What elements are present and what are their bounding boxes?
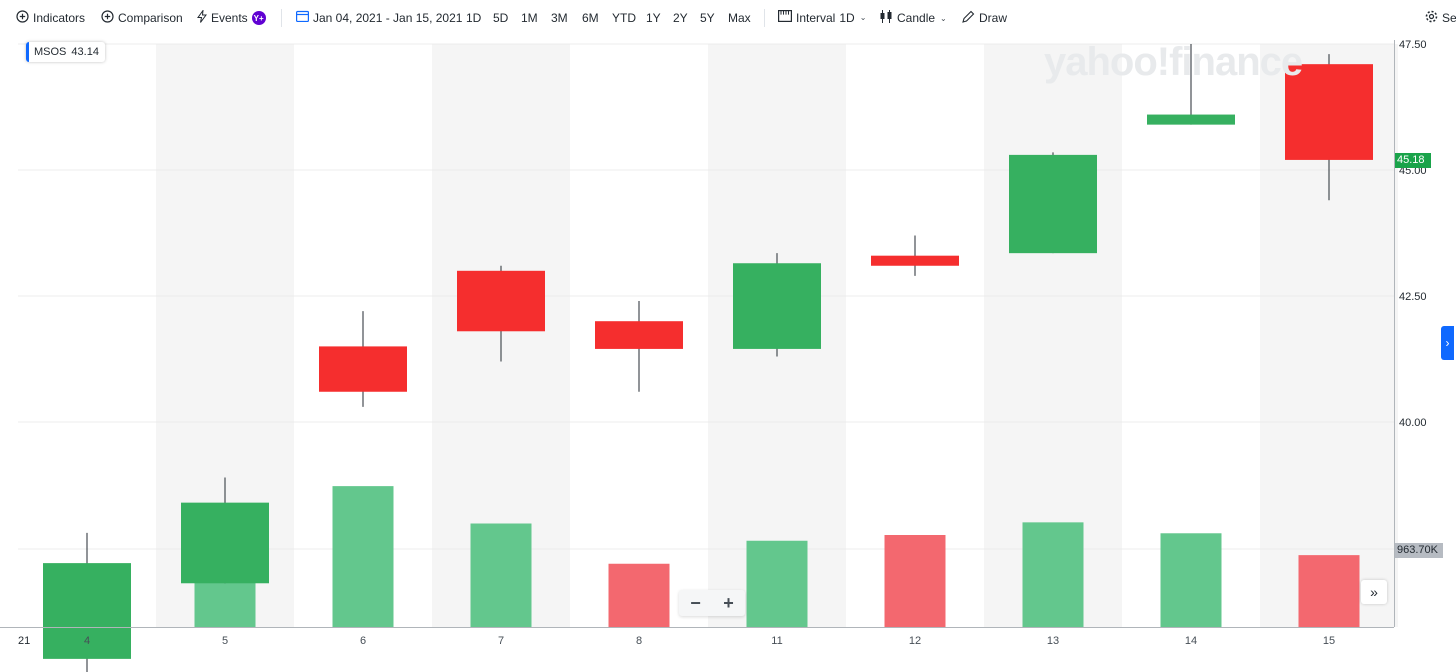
date-range-label: Jan 04, 2021 - Jan 15, 2021 [313,10,463,25]
range-1d[interactable]: 1D [466,11,482,25]
y-tick-label: 40.00 [1399,417,1427,429]
lightning-icon [197,8,207,26]
zoom-controls: − + [679,590,745,616]
candles [43,44,1373,672]
x-tick-label: 6 [360,635,366,647]
chart-type-label: Candle [897,11,936,25]
toolbar-divider [764,9,765,27]
gear-icon [1425,10,1438,26]
comparison-label: Comparison [118,11,183,25]
candlestick-chart[interactable]: 40.00 42.50 45.00 47.50 21 4 5 6 7 8 11 12 13 14 15 [0,36,1456,672]
x-tick-label: 7 [498,635,504,647]
x-tick-label: 8 [636,635,642,647]
y-tick-label: 45.00 [1399,165,1427,177]
interval-value: 1D [839,10,855,25]
events-button[interactable]: Events Y+ [197,8,266,26]
range-1m[interactable]: 1M [521,11,538,25]
axes: 40.00 42.50 45.00 47.50 21 4 5 6 7 8 11 12 13 14 15 [0,39,1427,647]
draw-button[interactable]: Draw [962,10,1007,26]
x-tick-label: 5 [222,635,228,647]
volume-bar [332,486,394,627]
candle-body [595,321,683,349]
candle-body [457,270,545,332]
yahoo-finance-watermark: yahoo!finance [1044,40,1303,84]
expand-panel-button[interactable]: › [1441,326,1454,360]
candle-body [181,502,269,584]
scroll-to-latest-button[interactable]: » [1361,580,1387,604]
volume-bar [1298,555,1360,627]
y-tick-label: 42.50 [1399,291,1427,303]
plus-circle-icon [16,10,29,26]
candle-body [871,255,959,266]
comparison-button[interactable]: Comparison [101,10,183,26]
alternating-day-bands [156,44,1398,627]
candle-body [1147,114,1235,125]
events-premium-badge: Y+ [251,11,266,25]
candle-body [319,346,407,392]
chart-area[interactable]: 40.00 42.50 45.00 47.50 21 4 5 6 7 8 11 12 13 14 15 [0,36,1456,672]
volume-bar [746,540,808,627]
volume-bar [470,523,532,627]
last-price-tag: 45.18 [1395,153,1431,168]
volume-bar [194,581,256,627]
range-3m[interactable]: 3M [551,11,568,25]
volume-bar [884,535,946,627]
last-volume-tag: 963.70K [1395,543,1443,558]
volume-bar [1160,533,1222,627]
settings-button[interactable]: Se [1425,10,1456,26]
y-tick-label: 47.50 [1399,39,1427,51]
x-tick-label: 4 [84,635,90,647]
indicators-label: Indicators [33,11,86,25]
range-2y[interactable]: 2Y [673,11,688,25]
chevron-down-icon: ⌄ [859,13,867,22]
candle-body [1285,64,1373,160]
settings-label: Se [1442,11,1456,25]
interval-icon [778,10,793,25]
toolbar-divider [281,9,282,27]
range-max[interactable]: Max [728,11,751,25]
chart-toolbar: Indicators Comparison Events Y+ Jan 04, … [0,0,1456,36]
volume-bar [608,563,670,627]
range-5d[interactable]: 5D [493,11,509,25]
range-5y[interactable]: 5Y [700,11,715,25]
x-tick-label: 15 [1323,635,1335,647]
x-tick-label: 13 [1047,635,1059,647]
zoom-in-button[interactable]: + [723,592,734,613]
chevron-down-icon: ⌄ [940,13,947,23]
x-year-label: 21 [18,635,30,647]
calendar-icon [296,10,310,25]
events-label: Events [211,11,248,25]
candle-body [733,263,821,349]
symbol-legend[interactable]: MSOS 43.14 [26,42,105,62]
draw-label: Draw [979,11,1008,25]
x-tick-label: 12 [909,635,921,647]
zoom-out-button[interactable]: − [690,592,701,613]
date-range-picker[interactable]: Jan 04, 2021 - Jan 15, 2021 [296,10,462,25]
indicators-button[interactable]: Indicators [16,10,85,26]
legend-symbol: MSOS [34,46,67,58]
candle-body [1009,154,1097,254]
range-6m[interactable]: 6M [582,11,599,25]
pencil-icon [962,10,975,26]
chart-type-dropdown[interactable]: Candle ⌄ [879,10,947,26]
volume-bar [1022,522,1084,627]
interval-dropdown[interactable]: Interval 1D ⌄ [778,10,866,25]
candle-body [43,563,131,659]
x-tick-label: 11 [771,635,782,647]
interval-label: Interval [796,10,836,25]
legend-value: 43.14 [71,46,99,58]
range-1y[interactable]: 1Y [646,11,661,25]
candlestick-icon [879,10,893,26]
x-tick-label: 14 [1185,635,1197,647]
plus-circle-icon [101,10,114,26]
range-ytd[interactable]: YTD [612,11,636,25]
